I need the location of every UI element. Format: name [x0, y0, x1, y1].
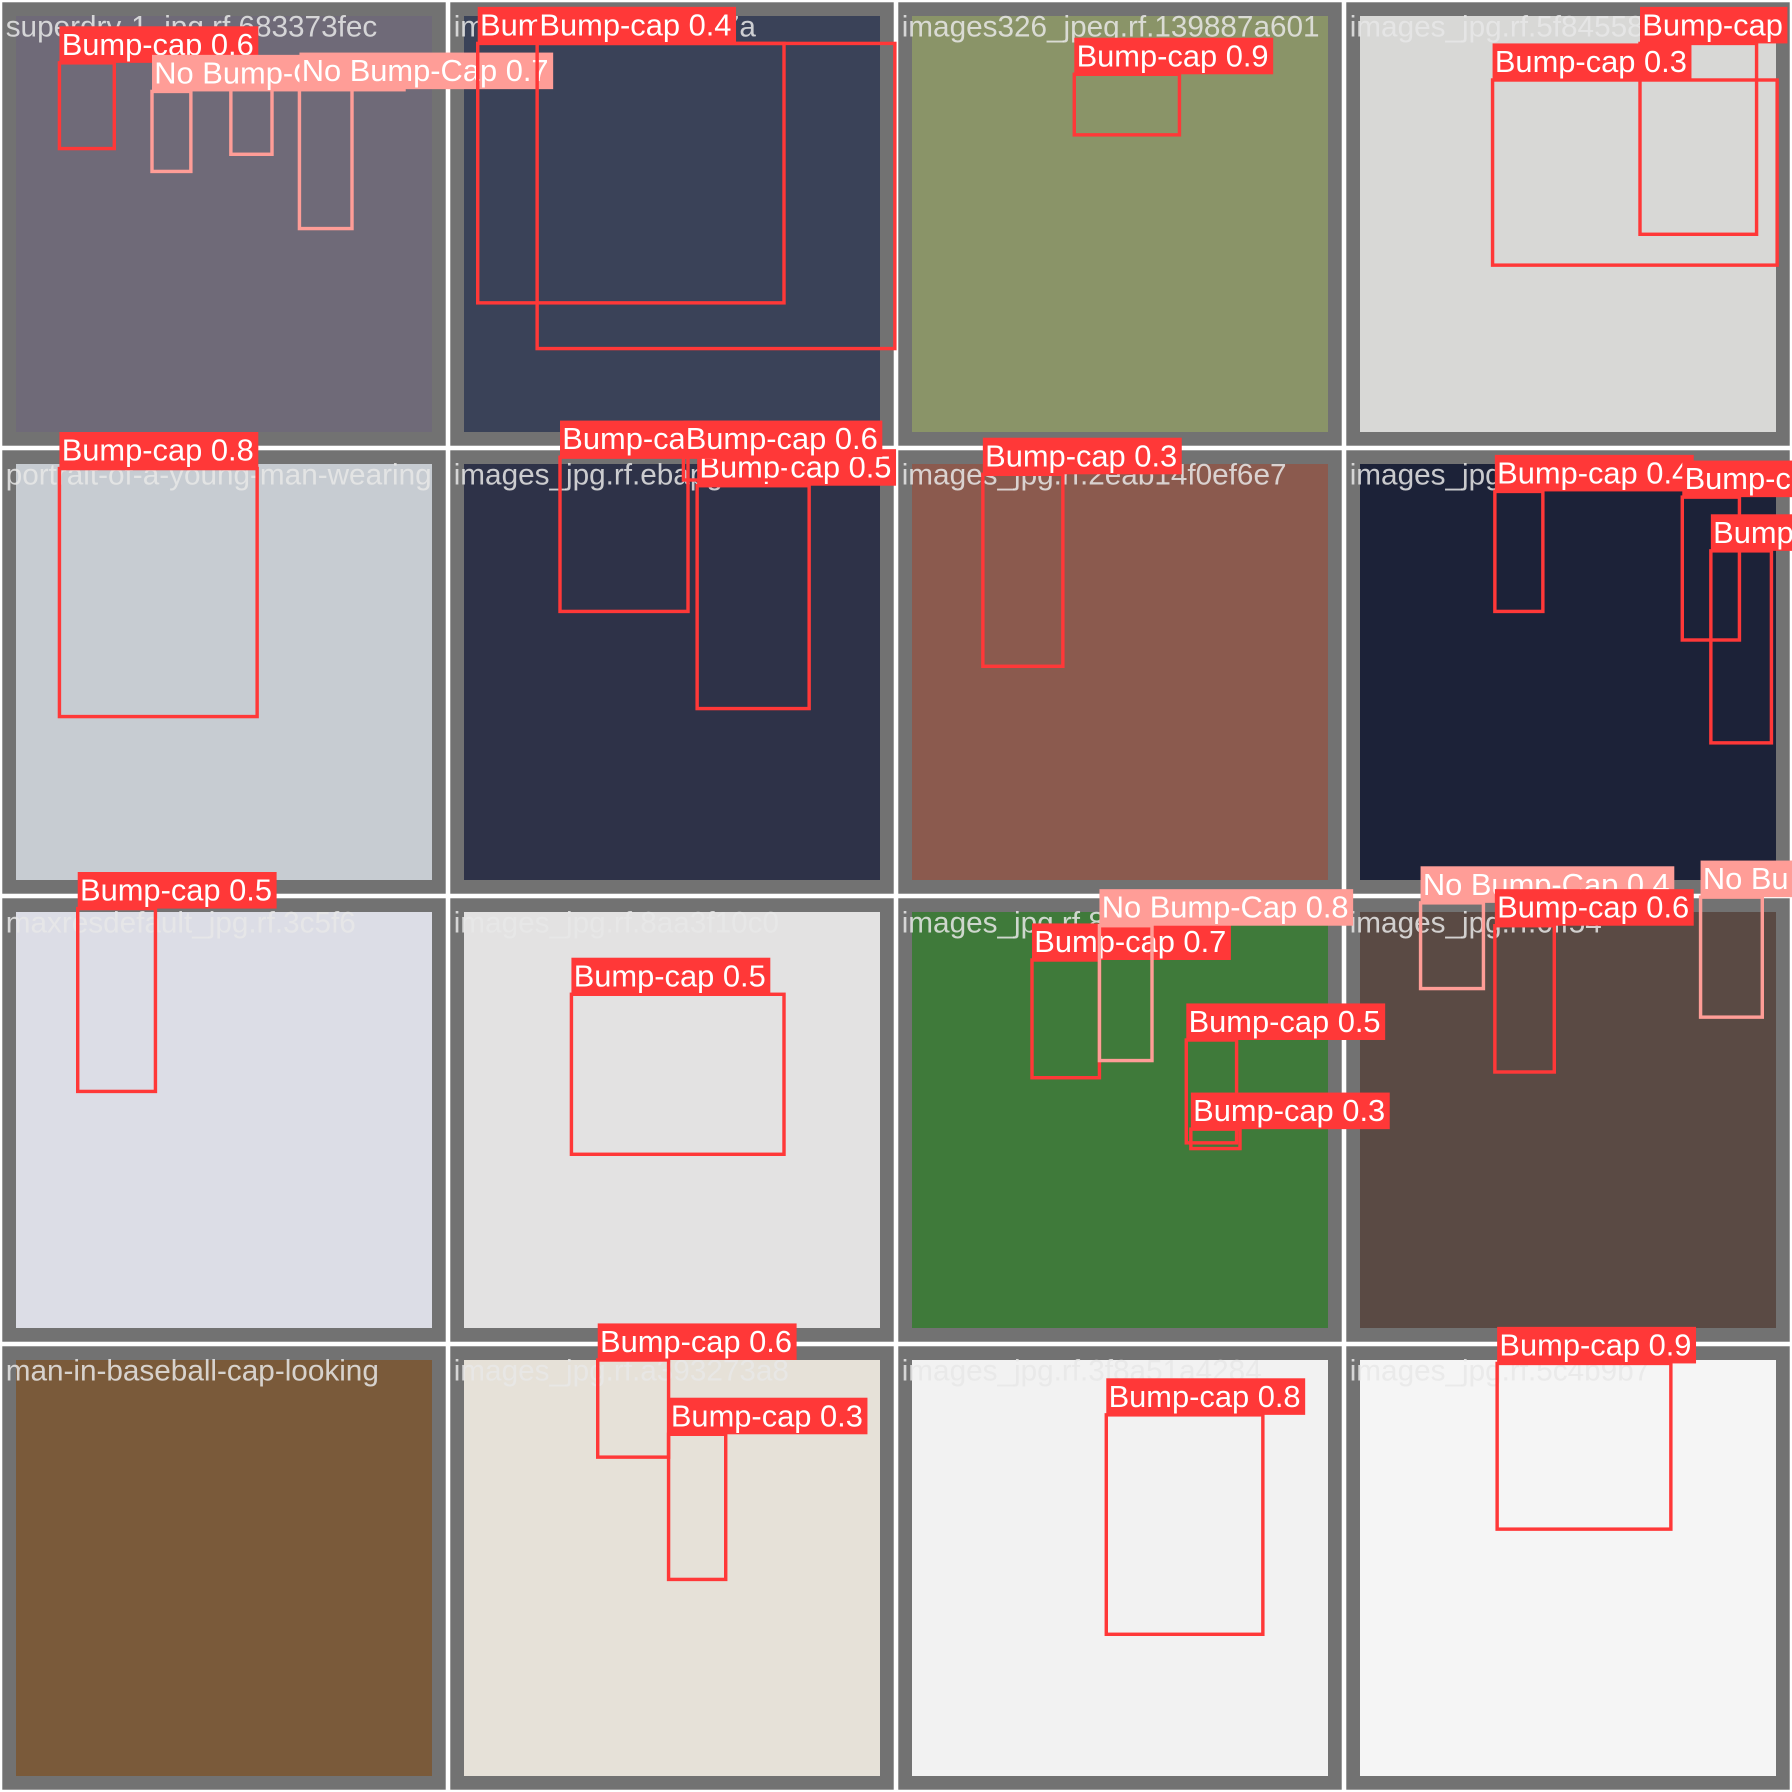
label-text: No Bu	[1703, 861, 1789, 896]
tile-image	[912, 464, 1328, 880]
label-background	[1710, 514, 1792, 551]
tile-image	[1360, 16, 1776, 432]
label-background	[1497, 1326, 1697, 1364]
label-text: Bump-cap 0.9	[1499, 1327, 1691, 1362]
label-text: Bump-cap 0.5	[1189, 1004, 1381, 1039]
detection-label: Bump-cap 0.3	[1190, 1092, 1390, 1130]
tile-filename: images_jpg.rf.8aa3f10c0	[454, 907, 779, 940]
detection-label: Bump-cap 0.6	[1494, 889, 1694, 926]
tile-image	[464, 464, 880, 880]
detection-label: No Bump-Cap 0.7	[299, 52, 554, 90]
detection-label: No Bump-Cap 0.8	[1099, 889, 1354, 926]
detection-label: Bump-cap 0.5	[571, 957, 771, 995]
label-background	[1640, 6, 1788, 44]
label-text: Bump-cap 0.7	[1034, 924, 1226, 959]
label-text: Bump-cap 0.3	[671, 1398, 863, 1433]
label-text: Bump-cap 0.6	[600, 1324, 792, 1359]
detection-label: Bump-cap 0.3	[1492, 43, 1692, 80]
label-background	[1106, 1378, 1306, 1415]
label-background	[1494, 454, 1694, 492]
label-text: Bump-cap 0.8	[1109, 1379, 1301, 1414]
detection-label: Bump-cap 0.3	[668, 1397, 868, 1435]
label-text: No Bump-Cap 0.7	[302, 53, 549, 88]
label-text: Bump-cap 0.4	[539, 7, 731, 42]
tile-image	[912, 16, 1328, 432]
label-text: Bump-cap 0.4	[1497, 455, 1689, 490]
label-background	[537, 6, 737, 44]
label-background	[299, 52, 554, 90]
tile-filename: maxresdefault_jpg.rf.3c5f6	[6, 907, 356, 940]
label-background	[1032, 923, 1231, 960]
label-background	[1682, 460, 1792, 498]
label-text: Bump-cap 0.5	[80, 873, 272, 908]
tile-image	[16, 912, 432, 1328]
detection-label: Bump-c	[1682, 460, 1792, 498]
label-text: Bump-c	[1685, 461, 1791, 496]
tile-filename: images_jpg.rf.ebapg	[454, 459, 723, 492]
label-text: Bump-cap 0.3	[1495, 44, 1687, 79]
label-text: No Bump-Cap 0.8	[1102, 890, 1349, 925]
label-text: Bump	[1713, 515, 1792, 550]
tile-filename: man-in-baseball-cap-looking	[6, 1355, 379, 1388]
label-text: Bump-cap 0.5	[574, 958, 766, 993]
tile-image	[1360, 1360, 1776, 1776]
label-text: Bump-cap 0.6	[686, 421, 878, 456]
label-background	[1186, 1003, 1386, 1040]
label-background	[59, 432, 259, 469]
label-background	[668, 1397, 868, 1435]
detection-label: Bump-cap 0.3	[982, 437, 1182, 475]
label-background	[1190, 1092, 1390, 1130]
label-background	[77, 872, 277, 909]
detection-label: Bump-cap 0.6	[597, 1323, 797, 1360]
detection-label: Bump-cap 0.9	[1497, 1326, 1697, 1364]
label-text: Bump-cap	[1642, 7, 1783, 42]
label-text: Bump-cap 0.9	[1077, 38, 1269, 73]
label-background	[982, 437, 1182, 475]
label-text: Bump-cap 0.6	[1497, 890, 1689, 925]
detection-label: Bump-cap 0.8	[59, 432, 259, 469]
label-background	[571, 957, 771, 995]
label-background	[1492, 43, 1692, 80]
label-background	[1494, 889, 1694, 926]
label-text: Bump-cap 0.8	[62, 433, 254, 468]
detection-label: Bump-cap 0.6	[683, 420, 883, 458]
label-background	[597, 1323, 797, 1360]
tile-image	[16, 1360, 432, 1776]
detection-label: Bump-cap 0.7	[1032, 923, 1231, 960]
detection-label: Bump	[1710, 514, 1792, 551]
label-text: Bump-cap 0.3	[985, 438, 1177, 473]
detection-label: Bump-cap 0.9	[1074, 37, 1274, 75]
label-background	[1074, 37, 1274, 75]
detection-label: Bump-cap 0.4	[537, 6, 737, 44]
tile-image	[1360, 464, 1776, 880]
label-text: Bump-cap 0.3	[1193, 1093, 1385, 1128]
tile-image	[16, 464, 432, 880]
detection-label: Bump-cap 0.8	[1106, 1378, 1306, 1415]
detection-label: Bump-cap 0.4	[1494, 454, 1694, 492]
label-background	[1099, 889, 1354, 926]
tile-image	[1360, 912, 1776, 1328]
label-background	[683, 420, 883, 458]
label-background	[1700, 860, 1792, 898]
detection-label: Bump-cap	[1640, 6, 1788, 44]
detection-label: No Bu	[1700, 860, 1792, 898]
detection-label: Bump-cap 0.5	[1186, 1003, 1386, 1040]
detection-label: Bump-cap 0.5	[77, 872, 277, 909]
tile-image	[912, 1360, 1328, 1776]
